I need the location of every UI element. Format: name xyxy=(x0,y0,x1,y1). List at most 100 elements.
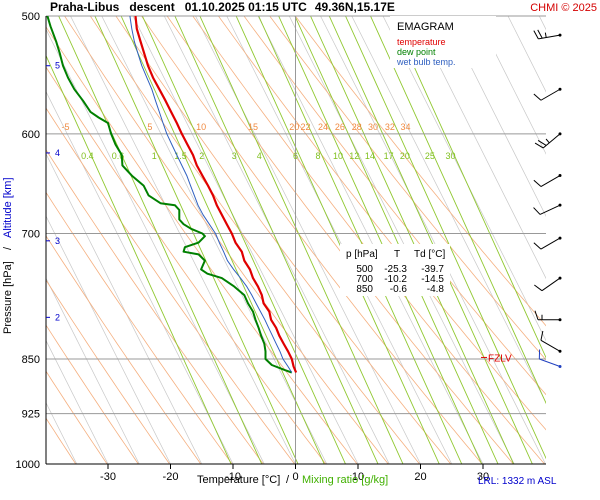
wind-barb-feather xyxy=(537,140,547,146)
dry-adiabat-label: 5 xyxy=(147,122,152,132)
wind-barb-staff xyxy=(541,277,561,292)
moist-adiabat xyxy=(538,16,546,31)
chart-title: Praha-Libus descent 01.10.2025 01:15 UTC 49… xyxy=(50,0,395,14)
mixing-ratio-label: 8 xyxy=(315,151,320,161)
moist-adiabat xyxy=(382,16,546,342)
altitude-tick-label: 5 xyxy=(55,61,60,71)
table-header-td: Td [°C] xyxy=(414,249,445,260)
moist-adiabat xyxy=(46,277,140,464)
wind-barb xyxy=(538,349,562,369)
legend-item-temperature: temperature xyxy=(397,37,446,47)
mixing-ratio-label: 12 xyxy=(349,151,359,161)
line-labels: -5 5 10 15 20 22 24 26 28 30 32 340.4 0.6 1 1.5 2 3 4 6 8 10… xyxy=(61,122,455,161)
pressure-tick-label: 925 xyxy=(22,409,40,421)
table-cell: 850 xyxy=(356,284,373,295)
mixing-ratio-line xyxy=(390,16,546,359)
wind-barb-staff xyxy=(540,339,561,352)
altitude-tick-label: 4 xyxy=(55,148,60,158)
lrl-label: LRL: 1332 m ASL xyxy=(478,476,557,487)
mixing-ratio-line xyxy=(310,16,515,464)
wind-barb-staff xyxy=(540,88,561,101)
x-axis-title: Temperature [°C] xyxy=(197,474,280,486)
wind-barb xyxy=(534,132,562,149)
moist-adiabat xyxy=(132,16,359,464)
y-axis-title: Pressure [hPa] xyxy=(2,261,14,334)
legend-item-wet-bulb: wet bulb temp. xyxy=(396,57,456,67)
wind-barb-feather xyxy=(534,284,543,292)
mixing-ratio-line xyxy=(94,16,299,464)
table-cell: 500 xyxy=(356,264,373,275)
mixing-ratio-label: 2 xyxy=(199,151,204,161)
mixing-ratio-line xyxy=(328,16,533,464)
dry-adiabat xyxy=(46,324,139,464)
credit-link[interactable]: CHMI © 2025 xyxy=(530,2,597,14)
wind-barb-feather xyxy=(533,242,542,250)
dry-adiabat xyxy=(46,26,358,464)
temperature-tick-label: -20 xyxy=(163,471,179,483)
wind-barb-station xyxy=(558,132,562,136)
pressure-tick-label: 700 xyxy=(22,228,40,240)
table-cell: -4.8 xyxy=(427,284,445,295)
dry-adiabat-label: 24 xyxy=(318,122,328,132)
mixing-ratio-label: 25 xyxy=(425,151,435,161)
pressure-tick-label: 600 xyxy=(22,129,40,141)
wet-bulb-curve xyxy=(129,16,293,373)
wind-barb-station xyxy=(558,349,562,353)
dry-adiabat-label: 26 xyxy=(335,122,345,132)
moist-adiabat xyxy=(46,339,109,464)
mixing-ratio-line xyxy=(345,16,546,460)
wind-barb xyxy=(533,29,562,40)
moist-adiabat xyxy=(476,16,546,155)
mixing-ratio-label: 4 xyxy=(257,151,262,161)
temperature-tick-label: 10 xyxy=(352,471,364,483)
mixing-ratio-label: 30 xyxy=(445,151,455,161)
wind-barb-half-feather xyxy=(545,138,550,144)
fzlv-marker: FZLV xyxy=(481,353,512,364)
moist-adiabat xyxy=(507,16,546,93)
dry-adiabat xyxy=(46,235,202,464)
dry-adiabat xyxy=(89,16,420,464)
fzlv-label: FZLV xyxy=(488,353,512,364)
sounding-curves xyxy=(46,16,298,374)
background-lines xyxy=(46,16,600,464)
moist-adiabat xyxy=(571,16,600,464)
dry-adiabat xyxy=(141,16,483,464)
dry-adiabat xyxy=(269,16,546,361)
dry-adiabat-label: 15 xyxy=(248,122,258,132)
table-header-p: p [hPa] xyxy=(346,249,378,260)
wind-barb-station xyxy=(558,87,562,91)
wind-barb-feather xyxy=(537,29,543,39)
moist-adiabat xyxy=(226,16,453,464)
y-axis-title-group: Pressure [hPa] / Altitude [km] xyxy=(2,177,14,334)
dry-adiabat-label: 28 xyxy=(352,122,362,132)
pressure-tick-label: 1000 xyxy=(16,459,40,471)
moist-adiabat xyxy=(46,215,171,464)
wind-barb xyxy=(540,330,562,353)
wind-barb-station xyxy=(558,276,562,280)
temperature-tick-label: -10 xyxy=(225,471,241,483)
mixing-ratio-label: 10 xyxy=(333,151,343,161)
table-cell: -14.5 xyxy=(421,274,444,285)
temperature-tick-label: 20 xyxy=(414,471,426,483)
moist-adiabat xyxy=(320,16,546,464)
wind-barb-station xyxy=(558,203,562,207)
mixing-ratio-label: 17 xyxy=(384,151,394,161)
dry-adiabat-label: 30 xyxy=(368,122,378,132)
dry-adiabat xyxy=(46,107,295,464)
wind-barb-station xyxy=(558,365,562,369)
wind-barb-half-feather xyxy=(544,32,547,38)
mixing-ratio-label: 1.5 xyxy=(174,151,187,161)
temperature-tick-label: 30 xyxy=(477,471,489,483)
wind-barbs xyxy=(533,29,562,369)
values-table: p [hPa] T Td [°C] 500 -25.3 -39.7 700 -1… xyxy=(340,244,450,296)
wind-barb-feather xyxy=(533,30,539,40)
moist-adiabat xyxy=(46,90,234,464)
moist-adiabat xyxy=(195,16,421,464)
mixing-ratio-line xyxy=(294,16,499,464)
wind-barb-staff xyxy=(539,358,561,367)
legend-title: EMAGRAM xyxy=(397,21,454,33)
dry-adiabat xyxy=(46,191,233,464)
table-cell: -10.2 xyxy=(384,274,407,285)
wind-barb-staff xyxy=(540,237,561,250)
wind-barb-feather xyxy=(533,179,542,187)
